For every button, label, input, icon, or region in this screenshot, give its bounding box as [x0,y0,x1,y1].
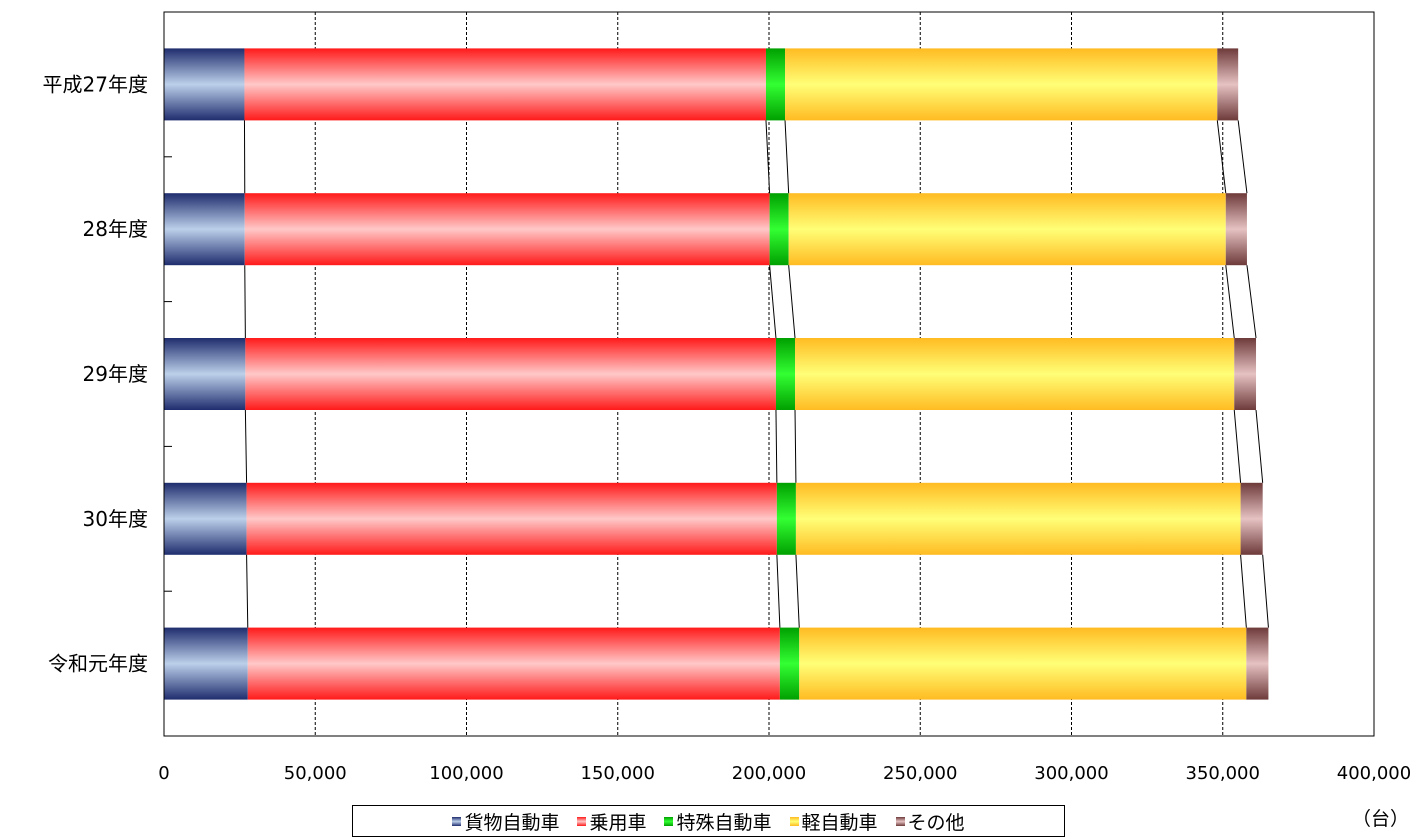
legend-label: 特殊自動車 [676,811,772,834]
bar-segment [246,482,777,555]
category-label: 平成27年度 [43,72,148,96]
series-line [1237,120,1248,194]
legend-swatch [664,816,674,826]
bar-segment [1225,193,1247,266]
series-line [1246,265,1257,339]
bar-segment [779,627,800,700]
series-lines [243,120,1269,628]
category-label: 29年度 [83,362,148,386]
series-line [244,409,248,483]
series-line [1233,409,1242,483]
legend-item: 貨物自動車 [452,808,559,835]
category-label: 28年度 [83,217,148,241]
bar-segment [244,48,766,121]
bar-segment [795,482,1241,555]
series-line [246,554,249,628]
bar-segment [1240,482,1263,555]
series-line [775,409,778,483]
legend-label: その他 [907,811,965,834]
legend-item: 特殊自動車 [664,808,772,835]
bar-segment [1246,627,1269,700]
x-tick-label: 0 [158,763,169,784]
legend-item: その他 [895,808,965,835]
bar-segment [776,482,796,555]
series-line [1255,409,1264,483]
series-line [769,265,777,339]
bar-segment [1217,48,1239,121]
bar-segment [799,627,1247,700]
series-line [788,265,796,339]
x-tick-label: 100,000 [429,763,503,784]
series-line [765,120,771,194]
series-line [1216,120,1227,194]
bar-segment [164,48,245,121]
legend: 貨物自動車 乗用車 特殊自動車 軽自動車 その他 [352,805,1065,837]
series-line [795,554,800,628]
bar-segment [164,338,246,410]
category-label: 30年度 [83,507,148,531]
series-line [1225,265,1235,339]
legend-item: 乗用車 [577,808,646,835]
bar-segment [775,338,796,410]
bar-segment [164,627,248,700]
bar-segment [785,48,1218,121]
legend-swatch [895,816,905,826]
bar-layer [164,48,1269,700]
x-tick-label: 400,000 [1337,763,1411,784]
x-tick-label: 300,000 [1034,763,1108,784]
plot-frame [163,11,1375,737]
bar-segment [765,48,786,121]
series-line [1262,554,1269,628]
legend-swatch [452,816,462,826]
bar-segment [245,338,776,410]
legend-label: 貨物自動車 [464,811,560,834]
x-tick-label: 250,000 [883,763,957,784]
axes [163,11,1375,737]
bar-segment [164,193,245,266]
legend-label: 軽自動車 [801,811,878,834]
series-line [1240,554,1247,628]
series-line [794,409,797,483]
legend-item: 軽自動車 [789,808,878,835]
x-tick-label: 50,000 [284,763,347,784]
legend-swatch [577,816,587,826]
bar-segment [247,627,780,700]
bar-segment [795,338,1235,410]
series-line [784,120,790,194]
bar-segment [769,193,789,266]
category-label: 令和元年度 [48,652,148,676]
series-line [776,554,781,628]
x-tick-label: 350,000 [1186,763,1260,784]
series-line [244,265,246,339]
x-tick-label: 150,000 [581,763,655,784]
x-tick-label: 200,000 [732,763,806,784]
bar-segment [164,482,247,555]
bar-segment [1234,338,1257,410]
legend-label: 乗用車 [589,811,647,834]
unit-label: （台） [1352,808,1410,830]
bar-segment [788,193,1226,266]
legend-swatch [789,816,799,826]
bar-segment [244,193,770,266]
